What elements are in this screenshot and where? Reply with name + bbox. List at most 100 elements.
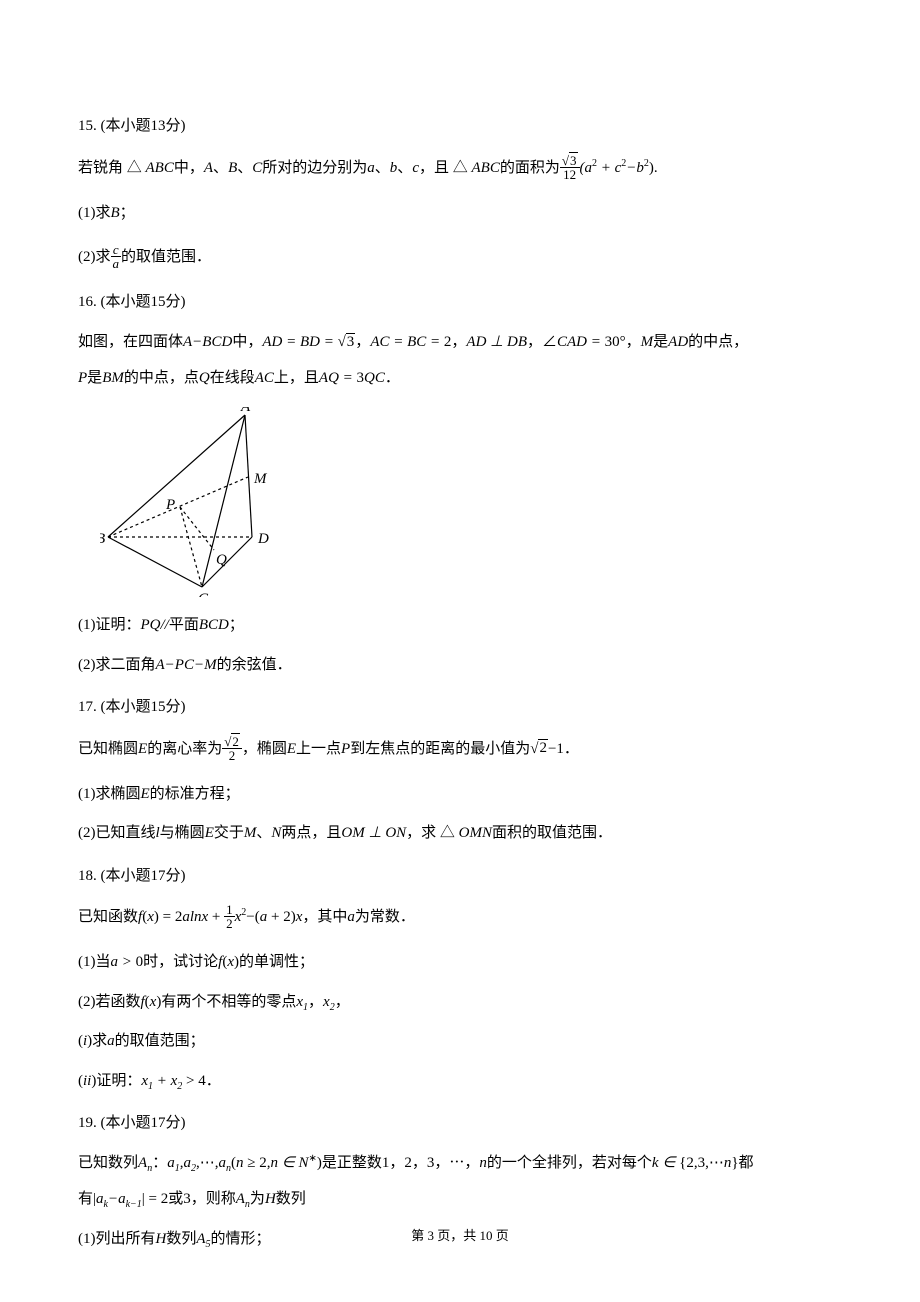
txt: alnx [182, 909, 208, 925]
q15-body1: 若锐角 △ ABC中，A、B、C所对的边分别为a、b、c，且 △ ABC的面积为… [78, 155, 842, 182]
q15-header: 15. (本小题13分) [78, 115, 842, 138]
txt: ). [649, 159, 658, 175]
txt: ， [355, 334, 370, 350]
txt: PQ// [141, 617, 169, 633]
txt: QC [364, 370, 385, 386]
tetrahedron-diagram: ABCDMPQ [100, 407, 842, 605]
q17-header: 17. (本小题15分) [78, 696, 842, 719]
txt: ， [451, 334, 466, 350]
txt: ， [335, 994, 350, 1010]
txt: ，且 △ [419, 159, 472, 175]
txt: CAD = [557, 334, 605, 350]
txt: c [412, 159, 419, 175]
fraction: √312 [560, 154, 580, 181]
q17-body1: 已知椭圆E的离心率为√22，椭圆E上一点P到左焦点的距离的最小值为√2−1． [78, 736, 842, 763]
txt: a [367, 159, 375, 175]
txt: −a [108, 1191, 126, 1207]
txt: 、 [237, 159, 252, 175]
txt: 30° [605, 334, 626, 350]
txt: −1． [548, 740, 579, 756]
txt: C [252, 159, 262, 175]
txt: a [107, 1033, 115, 1049]
txt: 两点，且 [281, 825, 341, 841]
txt: a [167, 1155, 175, 1171]
txt: 已知函数 [78, 909, 138, 925]
txt: (2)求 [78, 249, 111, 265]
fraction: ca [111, 243, 122, 270]
txt: ． [385, 370, 400, 386]
svg-text:P: P [165, 497, 175, 513]
txt: 若锐角 △ [78, 159, 146, 175]
sqrt: 3 [346, 333, 356, 350]
txt: a [183, 1155, 191, 1171]
txt: 平面 [169, 617, 199, 633]
txt: M [244, 825, 257, 841]
txt: + c [597, 159, 621, 175]
txt: 的取值范围． [121, 249, 211, 265]
txt: ,⋯, [196, 1155, 219, 1171]
txt: 到左焦点的距离的最小值为 [350, 740, 530, 756]
txt: (2)已知直线 [78, 825, 156, 841]
txt: AD ⊥ DB [466, 334, 527, 350]
txt: A−BCD [183, 334, 232, 350]
txt: A−PC−M [156, 657, 217, 673]
txt: (1)当 [78, 954, 111, 970]
txt: 的一个全排列，若对每个 [487, 1155, 652, 1171]
txt: )是正整数1，2，3，⋯， [317, 1155, 480, 1171]
tetrahedron-svg: ABCDMPQ [100, 407, 300, 597]
txt: AQ = [319, 370, 357, 386]
txt: 中， [174, 159, 204, 175]
txt: 上，且 [274, 370, 319, 386]
txt: ； [120, 205, 135, 221]
svg-text:Q: Q [216, 552, 227, 568]
txt: 、 [256, 825, 271, 841]
txt: 的离心率为 [147, 740, 222, 756]
q18-p1: (1)当a > 0时，试讨论f(x)的单调性； [78, 951, 842, 974]
txt: ，∠ [527, 334, 557, 350]
num: 1 [224, 903, 235, 917]
txt: E [287, 740, 296, 756]
txt: x [296, 994, 303, 1010]
txt: B [228, 159, 237, 175]
txt: ，椭圆 [242, 740, 287, 756]
txt: ABC [146, 159, 174, 175]
txt: 是 [87, 370, 102, 386]
txt: (1)证明： [78, 617, 141, 633]
txt: OMN [459, 825, 492, 841]
sqrt: 2 [538, 739, 548, 756]
txt: 4． [198, 1073, 221, 1089]
txt: x [147, 909, 154, 925]
txt: ，其中 [302, 909, 347, 925]
txt: A [138, 1155, 147, 1171]
txt: OM ⊥ ON [341, 825, 406, 841]
q18-p2: (2)若函数f(x)有两个不相等的零点x1，x2， [78, 991, 842, 1014]
txt: A [236, 1191, 245, 1207]
txt: BCD [199, 617, 229, 633]
txt: 有| [78, 1191, 96, 1207]
txt: x [141, 1073, 148, 1089]
txt: > [182, 1073, 198, 1089]
q16-body1: 如图，在四面体A−BCD中，AD = BD = √3，AC = BC = 2，A… [78, 331, 842, 354]
txt: x [323, 994, 330, 1010]
txt: M [641, 334, 654, 350]
txt: n ≥ [236, 1155, 259, 1171]
txt: 如图，在四面体 [78, 334, 183, 350]
svg-text:B: B [100, 531, 105, 547]
txt: (2)若函数 [78, 994, 141, 1010]
txt: a > [111, 954, 136, 970]
txt: + [208, 909, 224, 925]
svg-text:C: C [198, 591, 209, 597]
txt: a [96, 1191, 104, 1207]
txt: )证明： [91, 1073, 141, 1089]
txt: + x [153, 1073, 177, 1089]
txt: 、 [375, 159, 390, 175]
q19-header: 19. (本小题17分) [78, 1112, 842, 1135]
txt: AD = BD = [262, 334, 337, 350]
txt: 数列 [276, 1191, 306, 1207]
txt: (a [580, 159, 593, 175]
txt: A [204, 159, 213, 175]
num: c [111, 243, 122, 257]
txt: N [271, 825, 281, 841]
txt: AC [255, 370, 274, 386]
q18-header: 18. (本小题17分) [78, 865, 842, 888]
